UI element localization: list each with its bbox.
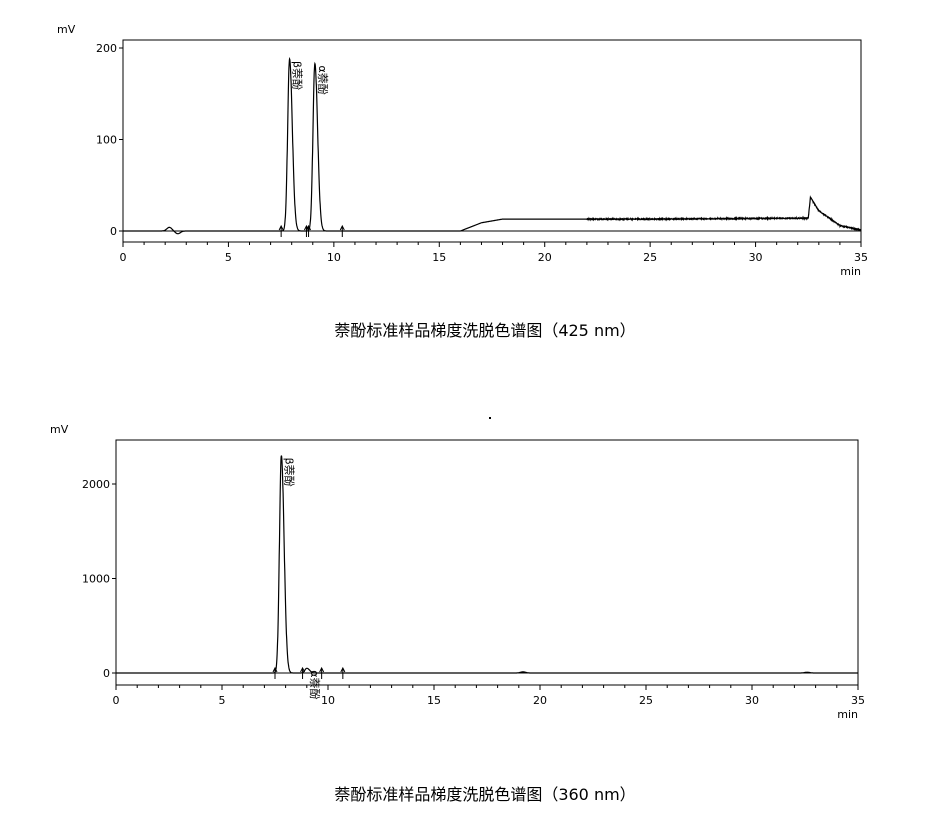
- chromatogram-360nm: 0 1000 2000 mV 0 5 10 15 20 25 30 35min β萘酚 α萘酚: [50, 423, 865, 721]
- y-tick-label: 0: [110, 225, 117, 238]
- x-tick-label: 5: [225, 251, 232, 264]
- y-tick-label: 0: [103, 667, 110, 680]
- y-axis-label: mV: [57, 23, 76, 36]
- x-tick-label: 35: [851, 694, 865, 707]
- x-tick-label: 10: [321, 694, 335, 707]
- signal-trace: [123, 59, 861, 234]
- x-tick-label: 10: [327, 251, 341, 264]
- stray-dot: [489, 417, 491, 419]
- x-tick-label: 35: [854, 251, 868, 264]
- plot-frame: [116, 440, 858, 685]
- x-tick-label: 0: [120, 251, 127, 264]
- x-tick-label: 20: [533, 694, 547, 707]
- x-tick-label: 25: [639, 694, 653, 707]
- x-tick-label: 15: [432, 251, 446, 264]
- y-axis-label: mV: [50, 423, 69, 436]
- x-tick-label: 30: [745, 694, 759, 707]
- x-tick-label: 20: [538, 251, 552, 264]
- x-tick-label: 5: [219, 694, 226, 707]
- plot-frame: [123, 40, 861, 242]
- x-tick-label: 15: [427, 694, 441, 707]
- peak-label: β萘酚: [291, 61, 305, 90]
- chromatogram-425nm: 0 100 200 mV 0 5 10 15 20 25 30 35min β萘酚 α萘酚: [57, 23, 868, 278]
- y-tick-label: 100: [96, 134, 117, 147]
- x-axis-label: min: [840, 265, 861, 278]
- peak-label: α萘酚: [308, 670, 322, 699]
- caption-425nm: 萘酚标准样品梯度洗脱色谱图（425 nm）: [334, 321, 635, 340]
- peak-label: α萘酚: [316, 66, 330, 95]
- peak-label: β萘酚: [282, 458, 296, 487]
- y-tick-label: 2000: [82, 478, 110, 491]
- caption-360nm: 萘酚标准样品梯度洗脱色谱图（360 nm）: [334, 785, 635, 804]
- x-tick-label: 30: [749, 251, 763, 264]
- signal-trace: [116, 456, 858, 673]
- x-axis-label: min: [837, 708, 858, 721]
- x-tick-label: 0: [113, 694, 120, 707]
- y-tick-label: 1000: [82, 573, 110, 586]
- x-tick-label: 25: [643, 251, 657, 264]
- y-tick-label: 200: [96, 42, 117, 55]
